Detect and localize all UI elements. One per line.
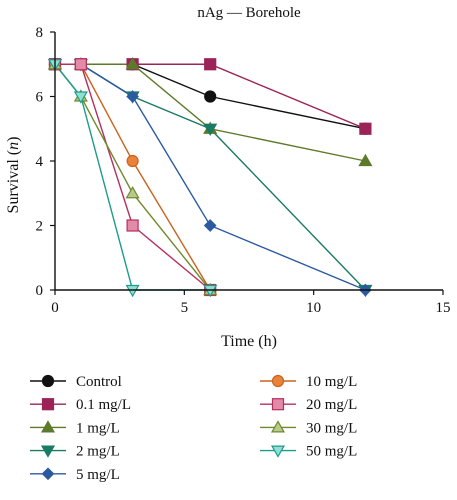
- data-point: [126, 90, 139, 103]
- legend-item: 30 mg/L: [260, 420, 357, 436]
- legend-marker: [41, 398, 55, 411]
- legend-label: 5 mg/L: [76, 467, 120, 483]
- legend-marker: [40, 445, 56, 458]
- y-tick-label: 0: [36, 283, 44, 299]
- data-point: [125, 186, 140, 199]
- legend-marker: [270, 420, 286, 433]
- legend-item: 20 mg/L: [260, 397, 357, 413]
- legend-label: 20 mg/L: [306, 397, 357, 413]
- data-point: [125, 284, 140, 298]
- x-tick-label: 15: [436, 300, 451, 316]
- legend-item: 5 mg/L: [30, 467, 120, 483]
- data-point: [203, 219, 217, 232]
- legend-marker: [41, 467, 55, 481]
- series-line: [55, 63, 366, 162]
- data-point: [204, 90, 217, 103]
- data-point: [203, 123, 218, 136]
- legend-label: 10 mg/L: [306, 374, 357, 390]
- data-point: [74, 58, 87, 71]
- data-point: [203, 284, 218, 298]
- legend-marker: [41, 374, 55, 388]
- data-point: [204, 58, 217, 71]
- data-point: [126, 219, 139, 232]
- legend-label: Control: [76, 374, 122, 390]
- legend-marker: [270, 445, 286, 458]
- y-axis-label: Survival (n): [5, 137, 22, 214]
- series-markers-9: [47, 59, 218, 298]
- legend-label: 0.1 mg/L: [76, 397, 131, 413]
- data-point: [125, 57, 140, 70]
- chart-title: nAg — Borehole: [197, 5, 301, 21]
- x-tick-label: 0: [51, 300, 59, 316]
- legend: Control 0.1 mg/L 1 mg/L 2 mg/L 5 mg/L 10 mg/L…: [30, 374, 357, 483]
- data-point: [126, 154, 139, 168]
- legend-item: 50 mg/L: [260, 444, 357, 460]
- legend-item: 0.1 mg/L: [30, 397, 131, 413]
- legend-label: 1 mg/L: [76, 420, 120, 436]
- legend-item: 2 mg/L: [30, 444, 120, 460]
- legend-label: 30 mg/L: [306, 420, 357, 436]
- y-axis-label-prefix: Survival (: [5, 150, 22, 214]
- legend-marker: [271, 374, 285, 388]
- y-tick-label: 2: [36, 219, 44, 235]
- legend-marker: [40, 420, 56, 433]
- legend-label: 2 mg/L: [76, 444, 120, 460]
- x-axis-label: Time (h): [221, 333, 277, 350]
- legend-item: Control: [30, 374, 122, 390]
- legend-item: 10 mg/L: [260, 374, 357, 390]
- legend-marker: [271, 398, 285, 411]
- plot-area: [47, 57, 373, 298]
- y-tick-label: 8: [36, 25, 44, 41]
- legend-label: 50 mg/L: [306, 444, 357, 460]
- legend-item: 1 mg/L: [30, 420, 120, 436]
- series-3: [55, 63, 366, 162]
- y-tick-label: 6: [36, 90, 44, 106]
- y-tick-label: 4: [36, 154, 44, 170]
- axes: 0 5 10 15 0 2 4 6 8: [36, 25, 451, 316]
- data-point: [358, 153, 373, 167]
- y-axis-label-var: n: [5, 142, 22, 150]
- data-point: [359, 122, 372, 135]
- data-point: [73, 91, 88, 104]
- x-tick-label: 5: [181, 300, 189, 316]
- x-tick-label: 10: [306, 300, 321, 316]
- y-axis-label-suffix: ): [5, 137, 22, 142]
